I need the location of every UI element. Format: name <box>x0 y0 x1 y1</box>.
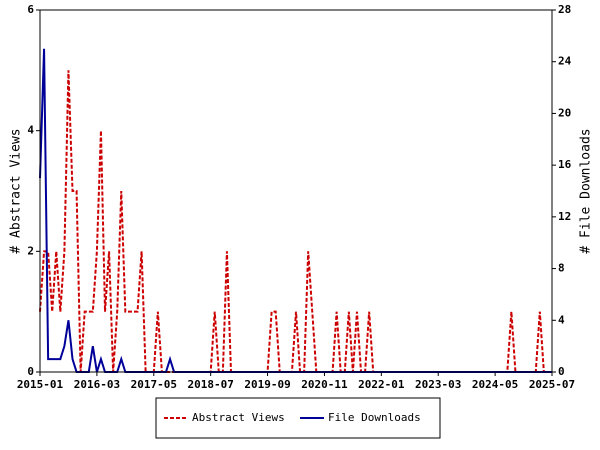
y-tick-label: 4 <box>27 124 34 137</box>
x-tick-label: 2017-05 <box>131 378 177 391</box>
x-tick-label: 2019-09 <box>244 378 290 391</box>
x-tick-label: 2025-07 <box>529 378 575 391</box>
y-tick-label: 6 <box>27 3 34 16</box>
y2-tick-label: 20 <box>558 106 571 119</box>
y2-tick-label: 12 <box>558 210 571 223</box>
y-axis-label: # Abstract Views <box>9 128 24 253</box>
plot-frame <box>39 9 553 373</box>
y-tick-label: 2 <box>27 244 34 257</box>
legend-label: Abstract Views <box>192 411 285 424</box>
y2-tick-label: 0 <box>558 365 565 378</box>
legend-box <box>155 397 441 439</box>
y2-tick-label: 28 <box>558 3 571 16</box>
y2-axis-label: # File Downloads <box>579 128 594 253</box>
y2-tick-label: 16 <box>558 158 572 171</box>
x-tick-label: 2024-05 <box>472 378 518 391</box>
x-tick-label: 2015-01 <box>17 378 64 391</box>
y2-tick-label: 24 <box>558 55 572 68</box>
x-tick-label: 2020-11 <box>301 378 348 391</box>
y2-tick-label: 4 <box>558 313 565 326</box>
y-tick-label: 0 <box>27 365 34 378</box>
x-tick-label: 2016-03 <box>74 378 120 391</box>
legend-label: File Downloads <box>328 411 421 424</box>
x-tick-label: 2022-01 <box>358 378 405 391</box>
x-tick-label: 2018-07 <box>187 378 233 391</box>
legend: Abstract Views File Downloads <box>155 397 441 439</box>
y2-tick-label: 8 <box>558 262 565 275</box>
series-line <box>39 70 552 373</box>
x-tick-label: 2023-03 <box>415 378 461 391</box>
